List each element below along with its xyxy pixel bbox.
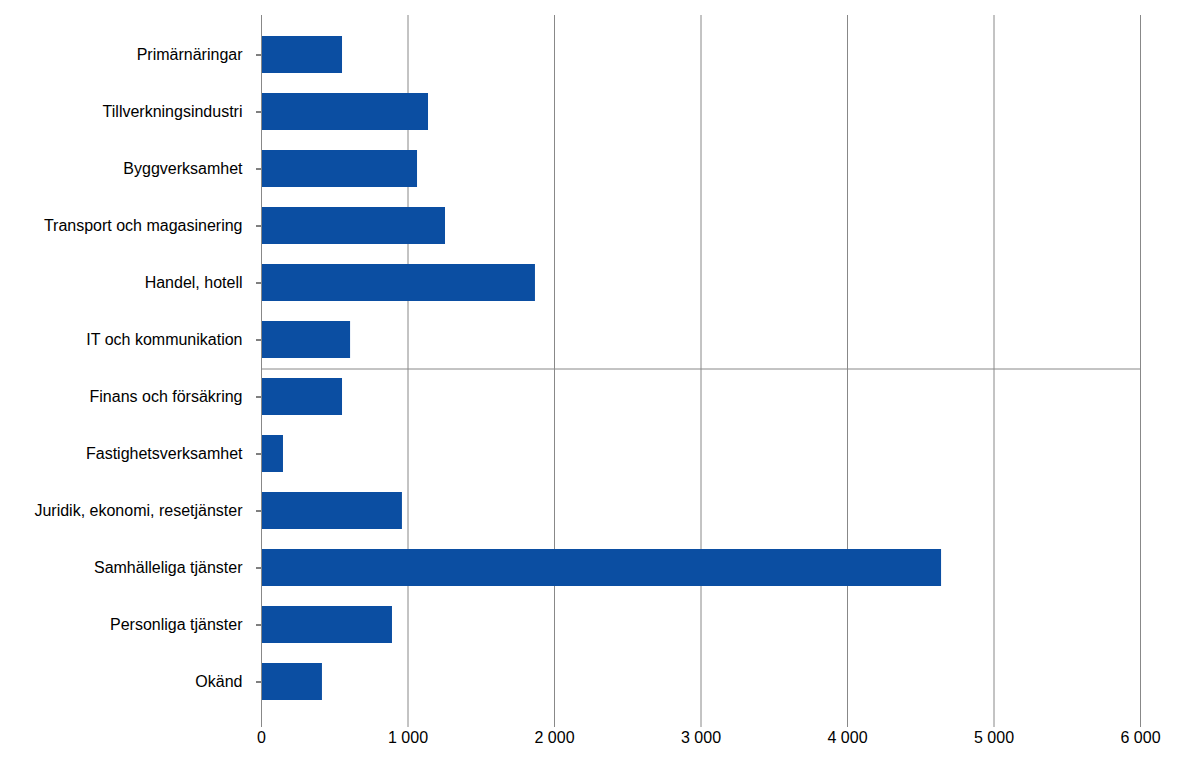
svg-text:2 000: 2 000 xyxy=(534,729,574,746)
svg-text:Juridik, ekonomi, resetjänster: Juridik, ekonomi, resetjänster xyxy=(34,502,243,519)
svg-text:Primärnäringar: Primärnäringar xyxy=(137,46,243,63)
svg-text:Okänd: Okänd xyxy=(195,673,242,690)
svg-text:Handel, hotell: Handel, hotell xyxy=(145,274,243,291)
svg-text:6 000: 6 000 xyxy=(1120,729,1160,746)
svg-text:4 000: 4 000 xyxy=(827,729,867,746)
svg-text:Personliga tjänster: Personliga tjänster xyxy=(110,616,243,633)
svg-text:Tillverkningsindustri: Tillverkningsindustri xyxy=(103,103,243,120)
svg-text:IT och kommunikation: IT och kommunikation xyxy=(86,331,242,348)
svg-text:Fastighetsverksamhet: Fastighetsverksamhet xyxy=(86,445,243,462)
svg-text:Transport och magasinering: Transport och magasinering xyxy=(44,217,243,234)
svg-text:0: 0 xyxy=(257,729,266,746)
svg-text:1 000: 1 000 xyxy=(388,729,428,746)
svg-text:3 000: 3 000 xyxy=(681,729,721,746)
svg-text:Samhälleliga tjänster: Samhälleliga tjänster xyxy=(94,559,243,576)
svg-text:5 000: 5 000 xyxy=(974,729,1014,746)
svg-text:Finans och försäkring: Finans och försäkring xyxy=(90,388,243,405)
svg-text:Byggverksamhet: Byggverksamhet xyxy=(123,160,243,177)
